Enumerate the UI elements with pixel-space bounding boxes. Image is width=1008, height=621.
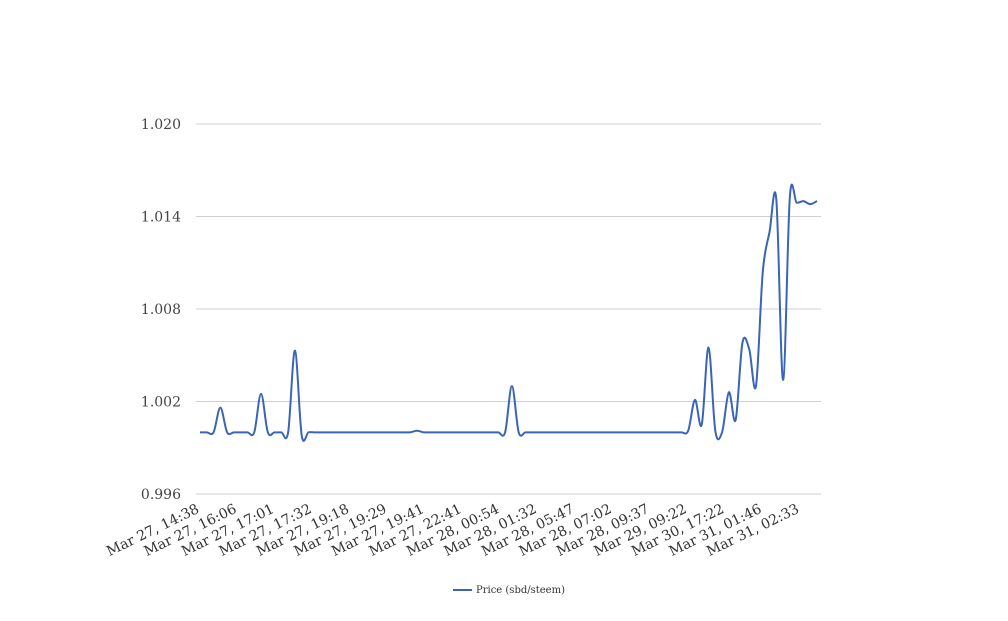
gridlines — [196, 123, 821, 495]
series-layer — [200, 183, 818, 442]
legend-label: Price (sbd/steem) — [476, 585, 565, 596]
y-tick-label: 0.996 — [141, 487, 181, 503]
y-axis-ticks: 0.996 1.002 1.008 1.014 1.020 — [141, 117, 181, 503]
y-tick-label: 1.014 — [141, 210, 181, 226]
legend: Price (sbd/steem) — [453, 585, 565, 596]
y-tick-label: 1.008 — [141, 302, 181, 318]
y-tick-label: 1.020 — [141, 117, 181, 133]
y-tick-label: 1.002 — [141, 395, 181, 411]
series-line-price — [200, 183, 818, 442]
